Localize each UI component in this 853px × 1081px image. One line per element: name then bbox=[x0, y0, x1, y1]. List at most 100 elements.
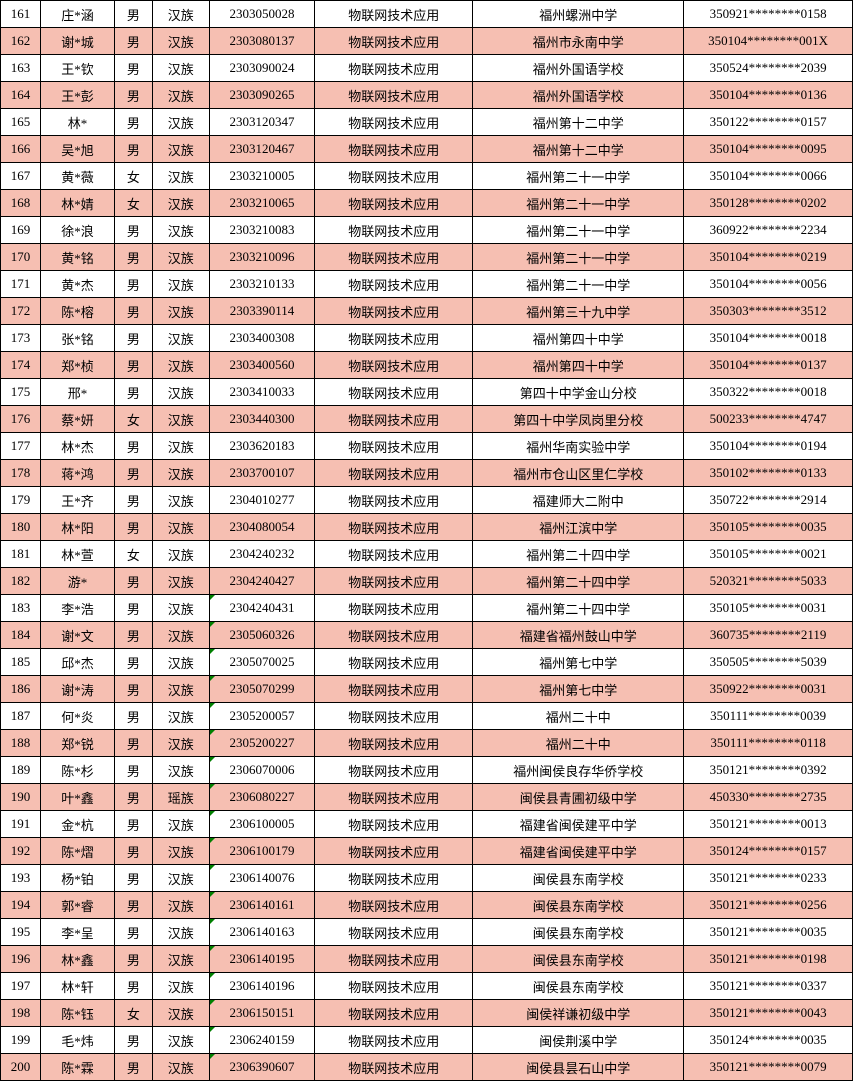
table-row: 197林*轩男汉族2306140196物联网技术应用闽侯县东南学校350121*… bbox=[1, 973, 853, 1000]
student-sex: 男 bbox=[114, 1027, 152, 1054]
student-ethnic: 汉族 bbox=[152, 946, 209, 973]
student-name: 谢*涛 bbox=[41, 676, 115, 703]
student-sex: 男 bbox=[114, 352, 152, 379]
student-code: 2306140076 bbox=[209, 865, 314, 892]
student-major: 物联网技术应用 bbox=[315, 595, 473, 622]
student-sex: 女 bbox=[114, 541, 152, 568]
row-number: 197 bbox=[1, 973, 41, 1000]
table-row: 174郑*桢男汉族2303400560物联网技术应用福州第四十中学350104*… bbox=[1, 352, 853, 379]
student-code: 2305200057 bbox=[209, 703, 314, 730]
student-school: 福州市永南中学 bbox=[473, 28, 684, 55]
row-number: 194 bbox=[1, 892, 41, 919]
row-number: 171 bbox=[1, 271, 41, 298]
table-row: 184谢*文男汉族2305060326物联网技术应用福建省福州鼓山中学36073… bbox=[1, 622, 853, 649]
student-school: 福州外国语学校 bbox=[473, 82, 684, 109]
table-row: 193杨*铂男汉族2306140076物联网技术应用闽侯县东南学校350121*… bbox=[1, 865, 853, 892]
table-row: 177林*杰男汉族2303620183物联网技术应用福州华南实验中学350104… bbox=[1, 433, 853, 460]
student-code: 2306150151 bbox=[209, 1000, 314, 1027]
student-id: 350104********0194 bbox=[684, 433, 853, 460]
student-sex: 男 bbox=[114, 136, 152, 163]
student-major: 物联网技术应用 bbox=[315, 379, 473, 406]
student-id: 350121********0392 bbox=[684, 757, 853, 784]
student-name: 林*婧 bbox=[41, 190, 115, 217]
table-row: 163王*钦男汉族2303090024物联网技术应用福州外国语学校350524*… bbox=[1, 55, 853, 82]
student-school: 第四十中学金山分校 bbox=[473, 379, 684, 406]
table-row: 182游*男汉族2304240427物联网技术应用福州第二十四中学520321*… bbox=[1, 568, 853, 595]
student-id: 350105********0031 bbox=[684, 595, 853, 622]
table-row: 178蒋*鸿男汉族2303700107物联网技术应用福州市仓山区里仁学校3501… bbox=[1, 460, 853, 487]
table-row: 191金*杭男汉族2306100005物联网技术应用福建省闽侯建平中学35012… bbox=[1, 811, 853, 838]
student-ethnic: 汉族 bbox=[152, 595, 209, 622]
student-sex: 男 bbox=[114, 28, 152, 55]
student-code: 2303440300 bbox=[209, 406, 314, 433]
student-code: 2306390607 bbox=[209, 1054, 314, 1081]
table-row: 185邱*杰男汉族2305070025物联网技术应用福州第七中学350505**… bbox=[1, 649, 853, 676]
student-id: 350921********0158 bbox=[684, 1, 853, 28]
student-id: 350303********3512 bbox=[684, 298, 853, 325]
student-name: 蔡*妍 bbox=[41, 406, 115, 433]
student-code: 2304240232 bbox=[209, 541, 314, 568]
student-id: 520321********5033 bbox=[684, 568, 853, 595]
student-school: 福州第二十一中学 bbox=[473, 271, 684, 298]
student-major: 物联网技术应用 bbox=[315, 325, 473, 352]
student-ethnic: 汉族 bbox=[152, 487, 209, 514]
student-school: 福州二十中 bbox=[473, 730, 684, 757]
student-major: 物联网技术应用 bbox=[315, 919, 473, 946]
student-name: 陈*钰 bbox=[41, 1000, 115, 1027]
student-ethnic: 汉族 bbox=[152, 109, 209, 136]
student-major: 物联网技术应用 bbox=[315, 190, 473, 217]
table-row: 199毛*炜男汉族2306240159物联网技术应用闽侯荆溪中学350124**… bbox=[1, 1027, 853, 1054]
student-ethnic: 汉族 bbox=[152, 163, 209, 190]
student-id: 350124********0035 bbox=[684, 1027, 853, 1054]
student-school: 福州第二十一中学 bbox=[473, 244, 684, 271]
table-row: 198陈*钰女汉族2306150151物联网技术应用闽侯祥谦初级中学350121… bbox=[1, 1000, 853, 1027]
student-name: 林*轩 bbox=[41, 973, 115, 1000]
student-ethnic: 汉族 bbox=[152, 973, 209, 1000]
student-id: 350104********0056 bbox=[684, 271, 853, 298]
student-code: 2305060326 bbox=[209, 622, 314, 649]
student-major: 物联网技术应用 bbox=[315, 865, 473, 892]
student-name: 王*彭 bbox=[41, 82, 115, 109]
student-id: 350111********0039 bbox=[684, 703, 853, 730]
student-sex: 男 bbox=[114, 811, 152, 838]
student-major: 物联网技术应用 bbox=[315, 514, 473, 541]
row-number: 162 bbox=[1, 28, 41, 55]
row-number: 175 bbox=[1, 379, 41, 406]
student-ethnic: 汉族 bbox=[152, 55, 209, 82]
student-school: 福州华南实验中学 bbox=[473, 433, 684, 460]
row-number: 196 bbox=[1, 946, 41, 973]
student-ethnic: 汉族 bbox=[152, 190, 209, 217]
student-ethnic: 瑶族 bbox=[152, 784, 209, 811]
table-row: 170黄*铭男汉族2303210096物联网技术应用福州第二十一中学350104… bbox=[1, 244, 853, 271]
student-ethnic: 汉族 bbox=[152, 757, 209, 784]
student-major: 物联网技术应用 bbox=[315, 244, 473, 271]
student-code: 2305200227 bbox=[209, 730, 314, 757]
student-school: 福州第二十四中学 bbox=[473, 595, 684, 622]
student-code: 2303210133 bbox=[209, 271, 314, 298]
student-sex: 男 bbox=[114, 1, 152, 28]
student-school: 福州外国语学校 bbox=[473, 55, 684, 82]
table-row: 187何*炎男汉族2305200057物联网技术应用福州二十中350111***… bbox=[1, 703, 853, 730]
table-row: 181林*萱女汉族2304240232物联网技术应用福州第二十四中学350105… bbox=[1, 541, 853, 568]
student-name: 李*呈 bbox=[41, 919, 115, 946]
student-school: 福建省闽侯建平中学 bbox=[473, 838, 684, 865]
student-major: 物联网技术应用 bbox=[315, 82, 473, 109]
student-sex: 男 bbox=[114, 271, 152, 298]
student-code: 2303210083 bbox=[209, 217, 314, 244]
student-major: 物联网技术应用 bbox=[315, 1027, 473, 1054]
table-row: 194郭*睿男汉族2306140161物联网技术应用闽侯县东南学校350121*… bbox=[1, 892, 853, 919]
student-ethnic: 汉族 bbox=[152, 676, 209, 703]
student-code: 2303210005 bbox=[209, 163, 314, 190]
student-code: 2306140163 bbox=[209, 919, 314, 946]
student-id: 350104********0136 bbox=[684, 82, 853, 109]
student-id: 350105********0035 bbox=[684, 514, 853, 541]
student-school: 福州第二十一中学 bbox=[473, 190, 684, 217]
student-school: 福建省福州鼓山中学 bbox=[473, 622, 684, 649]
student-name: 徐*浪 bbox=[41, 217, 115, 244]
student-name: 金*杭 bbox=[41, 811, 115, 838]
student-sex: 男 bbox=[114, 730, 152, 757]
student-code: 2305070025 bbox=[209, 649, 314, 676]
student-id: 350105********0021 bbox=[684, 541, 853, 568]
table-row: 165林*男汉族2303120347物联网技术应用福州第十二中学350122**… bbox=[1, 109, 853, 136]
student-school: 闽侯荆溪中学 bbox=[473, 1027, 684, 1054]
